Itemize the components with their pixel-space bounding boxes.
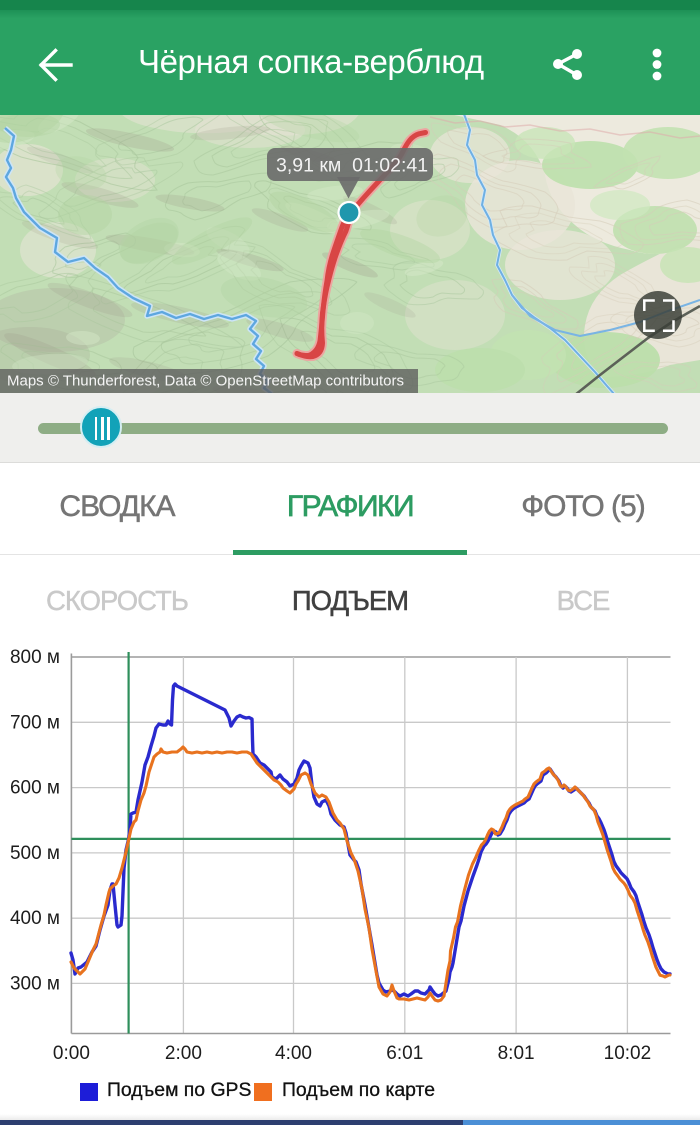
svg-text:2:00: 2:00 (165, 1043, 202, 1064)
svg-text:500 м: 500 м (10, 843, 60, 864)
svg-text:Maps © Thunderforest, Data © O: Maps © Thunderforest, Data © OpenStreetM… (7, 373, 404, 390)
svg-text:400 м: 400 м (10, 908, 60, 929)
svg-text:600 м: 600 м (10, 778, 60, 799)
svg-text:4:00: 4:00 (275, 1043, 312, 1064)
svg-text:700 м: 700 м (10, 712, 60, 733)
svg-text:10:02: 10:02 (604, 1043, 652, 1064)
svg-text:8:01: 8:01 (498, 1043, 535, 1064)
svg-text:6:01: 6:01 (386, 1043, 423, 1064)
svg-text:0:00: 0:00 (53, 1043, 90, 1064)
svg-text:3,91 км 01:02:41: 3,91 км 01:02:41 (276, 155, 428, 177)
svg-text:300 м: 300 м (10, 973, 60, 994)
svg-text:800 м: 800 м (10, 647, 60, 668)
